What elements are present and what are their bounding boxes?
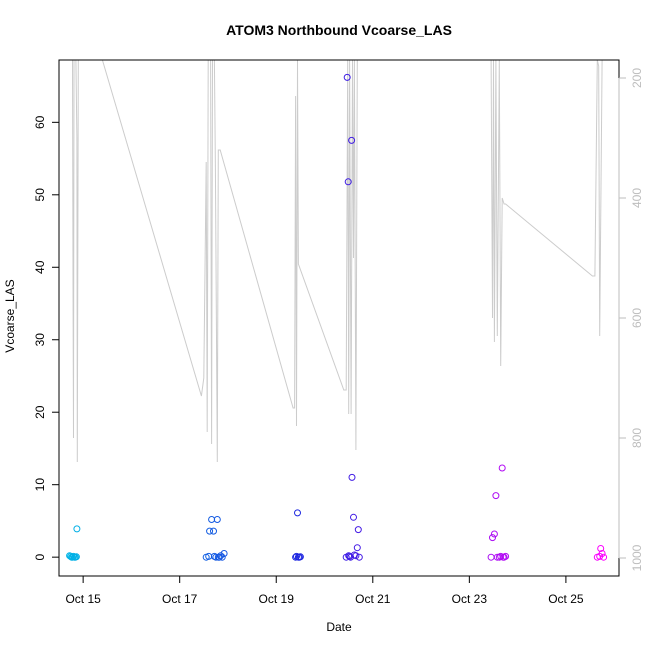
data-point: [350, 513, 357, 521]
scatter-series: [66, 73, 608, 561]
data-point: [597, 545, 605, 552]
data-point: [600, 553, 608, 561]
x-tick-label: Oct 21: [355, 592, 391, 606]
chart-title: ATOM3 Northbound Vcoarse_LAS: [226, 22, 452, 38]
right-y-tick-label: 800: [630, 428, 644, 448]
y-tick-label: 30: [33, 333, 47, 347]
data-point: [73, 525, 81, 533]
data-point: [502, 552, 510, 560]
data-point: [213, 516, 221, 523]
right-y-tick-label: 600: [630, 308, 644, 328]
data-point: [208, 516, 216, 523]
y-tick-label: 50: [33, 188, 47, 202]
data-point: [210, 527, 217, 535]
y-tick-label: 10: [33, 478, 47, 492]
data-point: [69, 553, 76, 561]
data-point: [355, 553, 363, 561]
data-point: [343, 73, 351, 81]
x-tick-label: Oct 15: [65, 592, 101, 606]
data-point: [352, 552, 360, 560]
x-tick-label: Oct 19: [259, 592, 295, 606]
data-point: [492, 492, 500, 500]
data-point: [292, 553, 300, 561]
data-point: [354, 526, 362, 534]
data-point: [294, 509, 301, 517]
x-axis-label: Date: [326, 620, 352, 634]
x-tick-label: Oct 23: [452, 592, 488, 606]
data-point: [353, 544, 361, 552]
data-point: [296, 553, 304, 561]
x-tick-label: Oct 25: [548, 592, 584, 606]
x-axis: Oct 15 Oct 17 Oct 19 Oct 21 Oct 23 Oct 25: [65, 575, 584, 606]
plot-frame: [58, 59, 620, 577]
data-point: [220, 550, 228, 557]
y-tick-label: 0: [33, 554, 47, 561]
data-point: [598, 550, 606, 557]
series-line: [72, 60, 603, 463]
data-point: [344, 178, 352, 186]
y-axis-label: Vcoarse_LAS: [3, 279, 17, 352]
x-tick-label: Oct 17: [162, 592, 198, 606]
data-point: [215, 553, 223, 561]
data-point: [498, 464, 506, 472]
data-point: [348, 473, 356, 481]
data-point: [489, 534, 496, 542]
y-tick-label: 20: [33, 405, 47, 419]
data-point: [206, 527, 214, 535]
right-y-tick-label: 400: [630, 188, 644, 208]
y-tick-label: 40: [33, 260, 47, 274]
right-y-tick-label: 200: [630, 68, 644, 88]
right-y-axis: 200 400 600 800 1000: [618, 68, 644, 571]
data-point: [487, 553, 495, 561]
y-tick-label: 60: [33, 115, 47, 129]
y-axis: 0 10 20 30 40 50 60: [33, 115, 60, 561]
data-point: [72, 553, 80, 561]
data-point: [490, 530, 498, 538]
data-point: [218, 553, 226, 561]
right-y-tick-label: 1000: [630, 544, 644, 571]
right-axis-line-series: [72, 60, 603, 463]
data-point: [348, 136, 356, 144]
